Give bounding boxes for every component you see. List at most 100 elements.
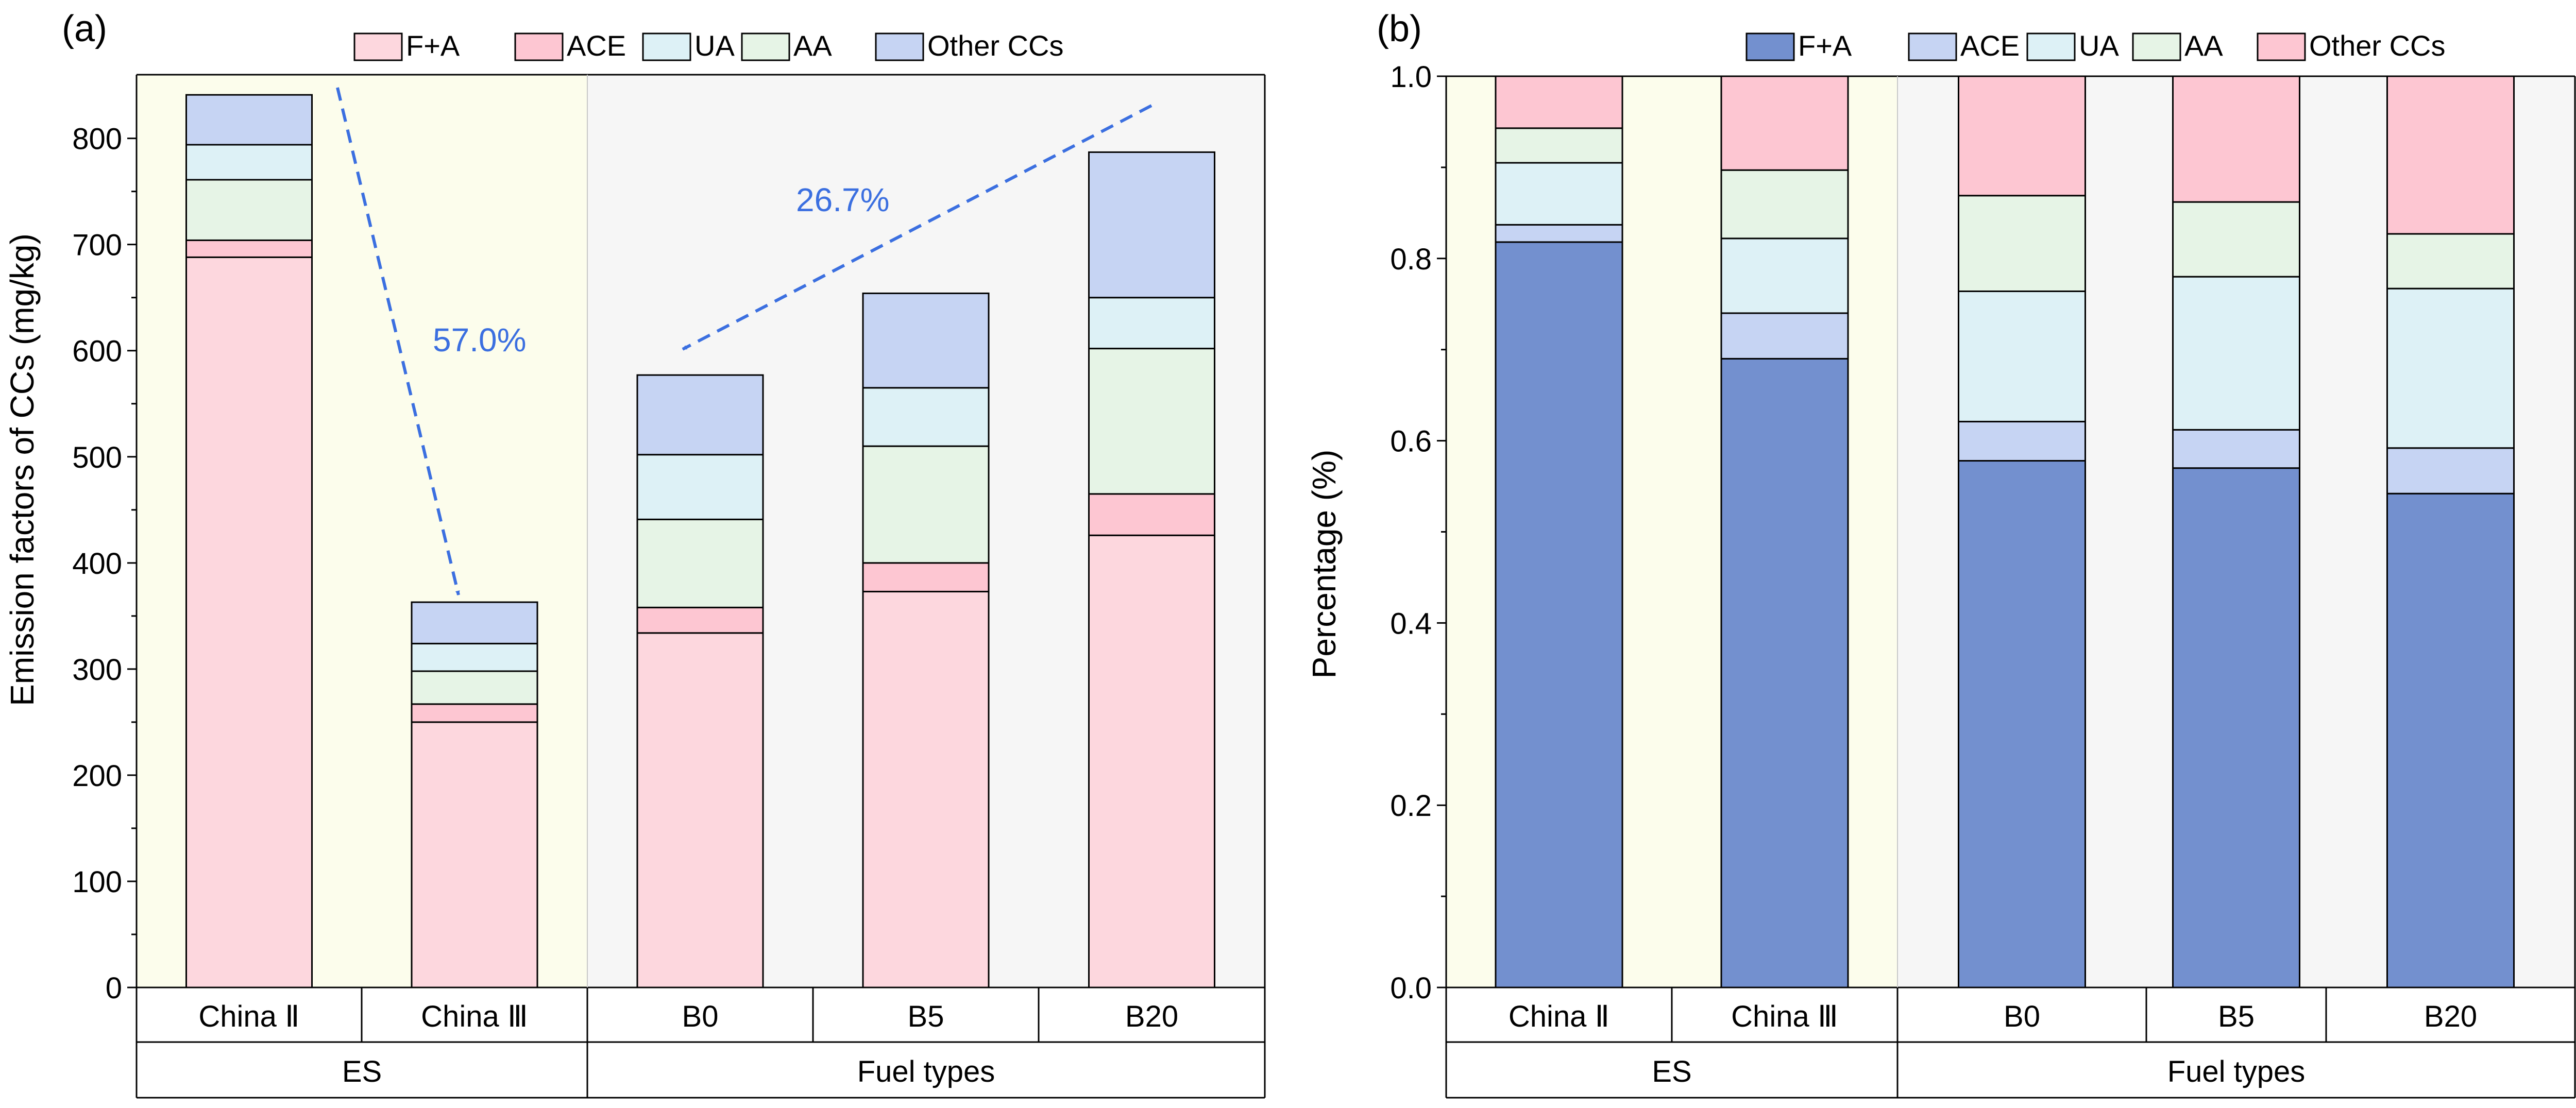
panel-a-category-label-b20: B20 (1125, 1000, 1178, 1033)
panel-b-group-label-fuel-types: Fuel types (2167, 1055, 2306, 1088)
panel-a-group-label-es: ES (342, 1055, 382, 1088)
panel-a-legend-swatch-f-a (353, 32, 403, 61)
panel-a-bar-china-f-a (185, 256, 313, 988)
panel-a-bar-b20-aa (1088, 348, 1215, 495)
panel-a-ytick-label-2: 200 (72, 759, 122, 793)
panel-a-ytick-label-7: 700 (72, 229, 122, 262)
panel-a-annotations: 57.0% 26.7% (336, 87, 1153, 595)
panel-a-bar-b0-ua (636, 454, 764, 520)
panel-a-bar-china-ace (185, 239, 313, 258)
panel-a-bar-china-other-ccs (185, 94, 313, 146)
panel-a-bar-b0-aa (636, 518, 764, 608)
arrow-b20-to-b0 (682, 104, 1153, 351)
panel-b-legend-label-ua: UA (2079, 29, 2119, 62)
panel-b-label: (b) (1377, 8, 1422, 49)
panel-b-bar-china-aa (1495, 127, 1623, 164)
panel-b-category-label-b20: B20 (2424, 1000, 2477, 1033)
panel-b-legend-label-other-ccs: Other CCs (2309, 29, 2446, 62)
panel-b-bar-china-f-a (1720, 357, 1849, 988)
panel-b-legend-swatch-other-ccs (2257, 32, 2306, 61)
panel-b-group-label-es: ES (1652, 1055, 1691, 1088)
panel-a-category-label-china: China Ⅱ (198, 1000, 299, 1033)
panel-b-ytick-label-3: 0.6 (1390, 425, 1432, 458)
panel-a-group-label-fuel-types: Fuel types (857, 1055, 995, 1088)
panel-b-bar-b20-ace (2386, 447, 2515, 495)
panel-a-bar-b20-other-ccs (1088, 151, 1215, 299)
panel-a-legend-swatch-other-ccs (875, 32, 924, 61)
panel-b-bar-b0-ua (1958, 290, 2086, 422)
panel-a-bar-b5-ace (862, 562, 990, 592)
panel-a-bar-china-aa (185, 179, 313, 241)
panel-a-bar-b20-ace (1088, 493, 1215, 536)
panel-b-axes: 0.0 0.2 0.4 0.6 0.8 1.0 China Ⅱ China Ⅲ B0 B5 B20 E… (1390, 60, 2576, 1099)
panel-b-category-label-china: China Ⅲ (1731, 1000, 1838, 1033)
panel-a-bar-b5-ua (862, 387, 990, 447)
panel-b-legend-swatch-ua (2026, 32, 2076, 61)
panel-b-bar-china-ace (1495, 224, 1623, 243)
panel-a-bar-china-other-ccs (411, 601, 538, 644)
panel-b-bar-china-other-ccs (1495, 75, 1623, 129)
panel-b-bar-b0-f-a (1958, 460, 2086, 988)
panel-b-legend-label-ace: ACE (1960, 29, 2020, 62)
panel-b-bar-b5-other-ccs (2172, 75, 2300, 203)
panel-a-legend-swatch-aa (741, 32, 790, 61)
panel-a-bar-china-f-a (411, 721, 538, 988)
panel-b-bar-china-ua (1495, 162, 1623, 226)
panel-a: 0 100 200 300 400 500 600 700 800 China Ⅱ China Ⅲ B… (4, 8, 1266, 1099)
panel-a-legend-label-ace: ACE (567, 29, 626, 62)
panel-b-bar-b5-ua (2172, 276, 2300, 431)
panel-a-ytick-label-0: 0 (106, 971, 122, 1005)
panel-a-legend-swatch-ace (514, 32, 564, 61)
arrow-china-ii-to-iii (336, 87, 460, 595)
panel-b-bar-b20-f-a (2386, 492, 2515, 988)
panel-a-label: (a) (62, 8, 107, 49)
panel-a-legend-label-other-ccs: Other CCs (927, 29, 1064, 62)
panel-a-bars (185, 94, 1215, 988)
panel-a-bar-b0-f-a (636, 632, 764, 988)
panel-b-category-label-b0: B0 (2004, 1000, 2040, 1033)
panel-b-bar-china-ua (1720, 237, 1849, 314)
panel-a-bar-b5-f-a (862, 590, 990, 988)
panel-b-bar-b0-other-ccs (1958, 75, 2086, 197)
panel-a-category-label-b0: B0 (682, 1000, 719, 1033)
panel-b-legend-label-aa: AA (2184, 29, 2223, 62)
panel-a-axes: 0 100 200 300 400 500 600 700 800 China Ⅱ China Ⅲ B… (72, 74, 1266, 1099)
panel-b-bar-b5-aa (2172, 201, 2300, 278)
panel-a-bar-b0-other-ccs (636, 374, 764, 456)
panel-b: 0.0 0.2 0.4 0.6 0.8 1.0 China Ⅱ China Ⅲ B0 B5 B20 E… (1306, 8, 2576, 1099)
panel-b-bar-b20-aa (2386, 233, 2515, 289)
panel-a-ytick-label-4: 400 (72, 547, 122, 581)
panel-a-bar-b5-other-ccs (862, 292, 990, 389)
panel-a-bar-china-aa (411, 670, 538, 705)
panel-a-legend-swatch-ua (642, 32, 691, 61)
panel-a-category-label-china: China Ⅲ (421, 1000, 528, 1033)
panel-b-legend-swatch-aa (2132, 32, 2181, 61)
panel-b-legend-swatch-f-a (1745, 32, 1795, 61)
panel-a-ytick-label-5: 500 (72, 441, 122, 474)
panel-b-legend-label-f-a: F+A (1798, 29, 1852, 62)
panel-a-legend-label-f-a: F+A (406, 29, 460, 62)
panel-b-category-label-china: China Ⅱ (1509, 1000, 1609, 1033)
panel-b-ytick-label-2: 0.4 (1390, 607, 1432, 640)
panel-a-ytick-label-6: 600 (72, 335, 122, 368)
panel-a-category-label-b5: B5 (908, 1000, 944, 1033)
panel-a-ytick-label-3: 300 (72, 653, 122, 687)
panel-b-ytick-label-5: 1.0 (1390, 60, 1432, 94)
annotation-57-percent: 57.0% (433, 321, 526, 359)
panel-b-bar-china-ace (1720, 312, 1849, 360)
panel-b-bar-b20-other-ccs (2386, 75, 2515, 235)
panel-a-bar-b20-f-a (1088, 534, 1215, 988)
panel-a-bar-b20-ua (1088, 297, 1215, 350)
panel-a-ylabel: Emission factors of CCs (mg/kg) (4, 233, 41, 706)
panel-b-legend-swatch-ace (1908, 32, 1957, 61)
panel-a-legend: F+A ACE UA AA Other CCs (353, 29, 1064, 62)
panel-a-ytick-label-8: 800 (72, 123, 122, 156)
panel-a-ytick-label-1: 100 (72, 865, 122, 899)
panel-b-ytick-label-1: 0.2 (1390, 789, 1432, 823)
panel-b-ytick-label-4: 0.8 (1390, 243, 1432, 276)
panel-a-bar-china-ua (411, 642, 538, 672)
panel-b-ytick-label-0: 0.0 (1390, 971, 1432, 1005)
panel-b-ylabel: Percentage (%) (1306, 450, 1343, 679)
panel-b-bar-b20-ua (2386, 287, 2515, 449)
